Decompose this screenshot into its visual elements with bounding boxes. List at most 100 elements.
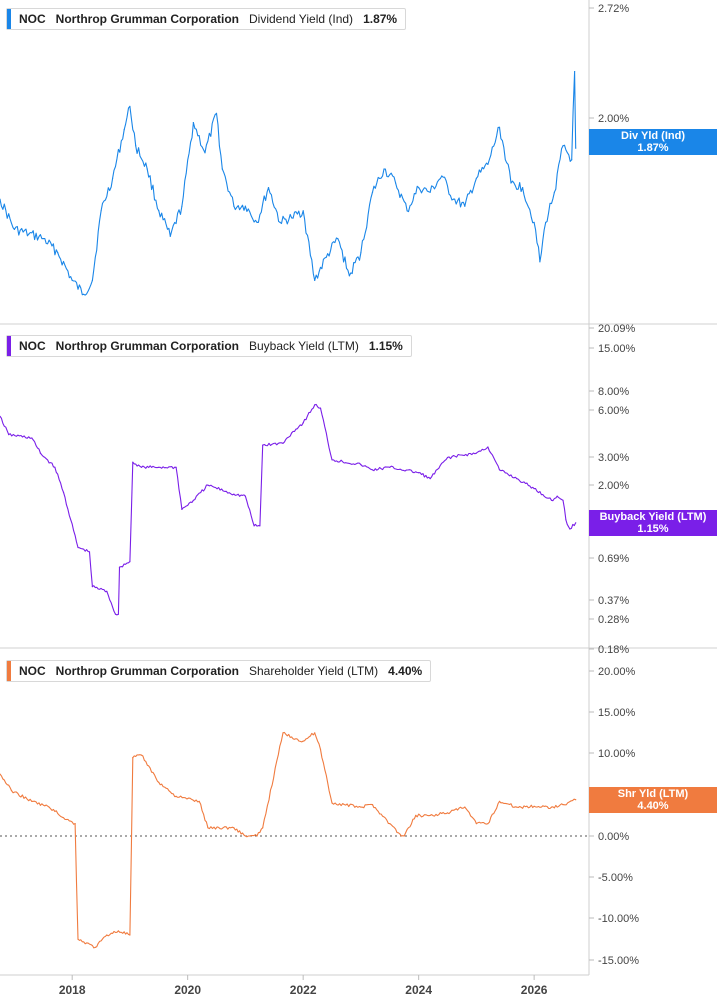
data-point <box>10 790 13 792</box>
data-point <box>54 466 56 468</box>
data-point <box>487 446 489 448</box>
data-point <box>233 827 235 829</box>
data-point <box>575 522 577 524</box>
data-point <box>259 525 261 527</box>
data-point <box>57 252 59 254</box>
data-point <box>221 168 223 170</box>
data-point <box>100 210 102 212</box>
data-point <box>429 814 431 817</box>
data-point <box>510 182 512 184</box>
data-point <box>574 71 576 73</box>
data-point <box>132 461 134 463</box>
data-point <box>291 432 293 434</box>
data-point <box>129 105 131 107</box>
data-point <box>571 159 573 161</box>
data-point <box>256 221 258 223</box>
value-tag-shareholder: Shr Yld (LTM) 4.40% <box>589 787 717 813</box>
data-point <box>475 177 477 179</box>
data-point <box>282 732 284 734</box>
legend-company: Northrop Grumman Corporation <box>55 339 239 353</box>
data-point <box>418 187 420 189</box>
data-point <box>181 205 183 207</box>
y-tick-label: 2.72% <box>598 3 629 15</box>
legend-company: Northrop Grumman Corporation <box>55 664 239 678</box>
legend-metric: Dividend Yield (Ind) <box>249 12 354 26</box>
data-point <box>553 191 556 193</box>
data-point <box>302 210 304 212</box>
legend-swatch-buyback <box>7 336 11 356</box>
data-point <box>314 404 316 406</box>
data-point <box>31 800 33 803</box>
y-tick-label: 0.28% <box>598 614 629 626</box>
data-point <box>262 827 264 829</box>
data-point <box>429 478 431 480</box>
data-point <box>475 823 477 825</box>
data-point <box>0 773 1 775</box>
legend-metric: Buyback Yield (LTM) <box>249 339 359 353</box>
data-point <box>117 613 119 615</box>
data-point <box>169 235 171 237</box>
data-point <box>371 469 374 471</box>
series-line <box>0 71 577 296</box>
data-point <box>475 452 477 454</box>
data-point <box>291 736 293 738</box>
data-point <box>565 519 567 521</box>
data-point <box>331 802 333 804</box>
data-point <box>400 835 402 837</box>
data-point <box>207 827 209 829</box>
data-point <box>158 781 160 784</box>
legend-swatch-shareholder <box>7 661 11 681</box>
x-tick-label: 2024 <box>405 983 432 997</box>
data-point <box>562 145 564 147</box>
data-point <box>302 740 304 742</box>
legend-value: 1.15% <box>368 339 403 353</box>
legend-company: Northrop Grumman Corporation <box>55 12 239 26</box>
data-point <box>253 525 255 527</box>
data-point <box>389 466 391 468</box>
data-point <box>198 800 200 803</box>
legend-dividend: NOC Northrop Grumman Corporation Dividen… <box>6 8 407 30</box>
data-point <box>516 806 518 808</box>
data-point <box>91 279 93 281</box>
legend-metric: Shareholder Yield (LTM) <box>249 664 379 678</box>
data-point <box>8 434 10 436</box>
data-point <box>389 823 391 825</box>
data-point <box>464 806 466 808</box>
data-point <box>94 946 96 949</box>
legend-swatch-dividend <box>7 9 11 29</box>
y-tick-label: 2.00% <box>598 113 629 125</box>
data-point <box>146 168 148 170</box>
data-point <box>533 805 535 807</box>
y-tick-label: 0.37% <box>598 595 629 607</box>
data-point <box>39 452 42 454</box>
legend-value: 1.87% <box>363 12 398 26</box>
data-point <box>192 122 194 124</box>
data-point <box>77 546 79 549</box>
data-point <box>106 934 108 936</box>
data-point <box>74 823 76 825</box>
data-point <box>441 175 443 177</box>
value-tag-buyback: Buyback Yield (LTM) 1.15% <box>589 510 717 536</box>
value-tag-value: 4.40% <box>637 800 669 812</box>
data-point <box>83 293 85 295</box>
data-point <box>464 205 466 207</box>
data-point <box>331 459 333 461</box>
data-point <box>140 754 143 756</box>
data-point <box>446 456 449 459</box>
y-tick-label: 10.00% <box>598 748 636 760</box>
data-point <box>446 812 449 814</box>
data-point <box>91 586 93 588</box>
data-point <box>314 732 316 734</box>
data-point <box>262 444 264 446</box>
data-point <box>533 488 535 490</box>
data-point <box>539 261 541 263</box>
legend-value: 4.40% <box>388 664 423 678</box>
data-point <box>71 279 73 281</box>
data-point <box>77 938 79 940</box>
data-point <box>498 126 501 128</box>
data-point <box>117 930 119 932</box>
value-tag-dividend: Div Yld (Ind) 1.87% <box>589 129 717 155</box>
y-tick-label: 15.00% <box>598 707 636 719</box>
data-point <box>562 804 564 806</box>
data-point <box>360 806 362 808</box>
